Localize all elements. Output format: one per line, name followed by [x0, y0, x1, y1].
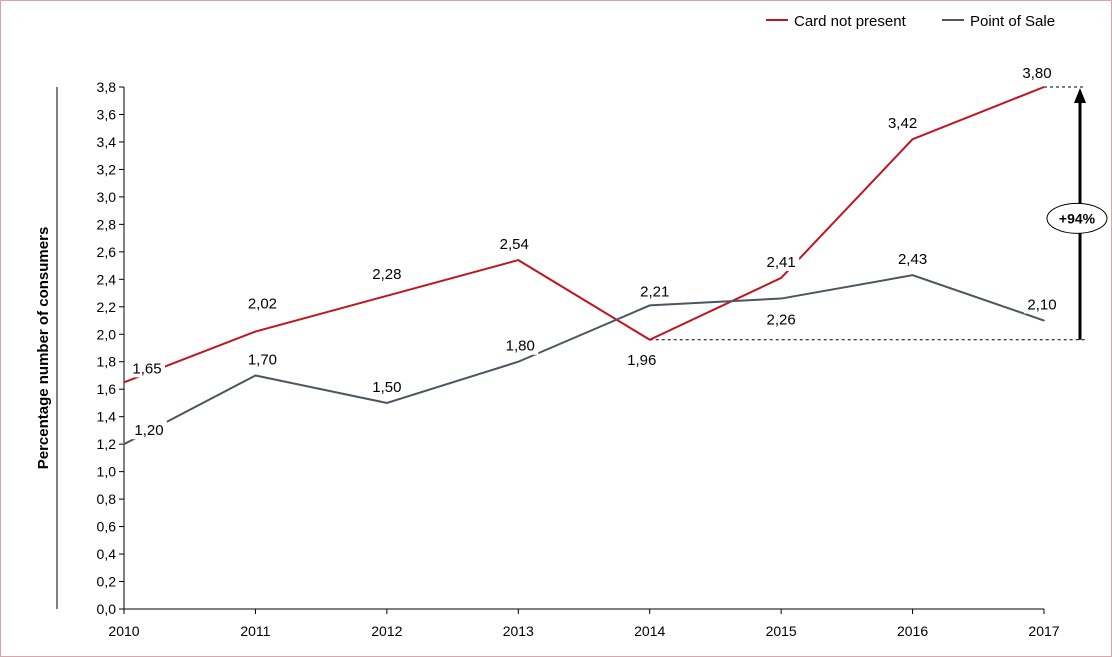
- y-axis: 0,0 0,2 0,4 0,6 0,8 1,0 1,2 1,4 1,6 1,8 2,0 2,2 2,4 2…: [56, 79, 125, 617]
- data-point: [254, 330, 257, 333]
- series-line: [123, 86, 1045, 384]
- x-tick-label: 2014: [634, 623, 665, 639]
- series-line: [123, 274, 1045, 446]
- legend: Card not present Point of Sale: [766, 13, 1055, 30]
- data-label: 2,43: [898, 251, 927, 268]
- data-point: [911, 138, 914, 140]
- data-point: [123, 381, 125, 384]
- y-tick-label: 1,0: [97, 464, 117, 480]
- x-tick-label: 2017: [1028, 623, 1059, 639]
- y-tick-label: 3,8: [97, 79, 117, 95]
- data-label-bg: [763, 252, 800, 271]
- data-label-bg: [244, 294, 281, 313]
- y-tick-label: 3,4: [97, 134, 117, 150]
- data-point: [254, 374, 257, 377]
- y-tick-label: 2,0: [97, 326, 117, 342]
- y-tick-label: 0,2: [97, 574, 117, 590]
- data-label-bg: [1024, 295, 1060, 314]
- y-tick-label: 3,0: [97, 189, 117, 205]
- data-label: 2,41: [767, 254, 796, 271]
- y-tick-label: 1,6: [97, 381, 117, 397]
- data-point: [517, 360, 520, 363]
- y-tick-label: 3,6: [97, 106, 117, 122]
- data-label-bg: [496, 235, 533, 254]
- data-point: [911, 274, 914, 276]
- y-tick-label: 0,4: [97, 546, 117, 562]
- y-tick-label: 3,2: [97, 161, 117, 177]
- data-label: 1,80: [506, 338, 535, 355]
- legend-label: Card not present: [794, 13, 907, 30]
- data-point: [386, 295, 388, 297]
- data-label-bg: [368, 377, 405, 396]
- data-point: [517, 259, 520, 261]
- x-axis: 2010 2011 2012 2013 2014 2015 2016 2017: [108, 608, 1060, 639]
- series-point-of-sale: 1,20 1,70 1,50 1,80 2,21 2,26 2,43 2,10: [123, 250, 1060, 446]
- legend-item: Point of Sale: [942, 13, 1055, 30]
- y-axis-title: Percentage number of consumers: [35, 227, 52, 470]
- x-tick-label: 2016: [897, 623, 928, 639]
- growth-arrow-head: [1074, 88, 1086, 103]
- y-tick-label: 0,8: [97, 491, 117, 507]
- series-card-not-present: 1,65 2,02 2,28 2,54 1,96 2,41 3,42 3,80: [123, 64, 1055, 384]
- data-label: 1,50: [372, 379, 401, 396]
- y-tick-label: 0,0: [97, 601, 117, 617]
- y-tick-label: 1,4: [97, 409, 117, 425]
- data-label: 1,96: [627, 352, 656, 369]
- data-label-bg: [244, 350, 281, 369]
- data-point: [780, 277, 782, 279]
- y-tick-label: 2,2: [97, 299, 117, 315]
- data-label: 2,28: [372, 266, 401, 283]
- data-label: 2,10: [1027, 297, 1056, 314]
- data-label-bg: [129, 359, 165, 378]
- data-label: 2,02: [248, 296, 277, 313]
- x-tick-label: 2010: [108, 623, 139, 639]
- data-label-bg: [502, 336, 539, 355]
- x-tick-label: 2013: [503, 623, 534, 639]
- y-tick-label: 2,4: [97, 271, 117, 287]
- data-label-bg: [884, 114, 921, 133]
- data-label: 3,42: [888, 115, 917, 132]
- legend-item: Card not present: [766, 13, 907, 30]
- y-tick-label: 2,8: [97, 216, 117, 232]
- data-label: 2,54: [500, 236, 529, 253]
- data-point: [648, 338, 651, 341]
- data-label-bg: [623, 350, 660, 369]
- data-label: 2,21: [640, 283, 669, 300]
- x-tick-label: 2015: [766, 623, 797, 639]
- x-tick-label: 2012: [371, 623, 402, 639]
- data-label: 2,26: [767, 312, 796, 329]
- y-tick-label: 2,6: [97, 244, 117, 260]
- data-point: [123, 443, 125, 445]
- data-label-bg: [131, 421, 167, 440]
- x-tick-label: 2011: [240, 623, 270, 639]
- data-label: 1,65: [132, 360, 161, 377]
- y-tick-label: 1,2: [97, 436, 117, 452]
- data-label-bg: [1019, 64, 1055, 82]
- series-layer: 1,65 2,02 2,28 2,54 1,96 2,41 3,42 3,80 1,20 1,70…: [123, 64, 1060, 446]
- data-point: [648, 304, 651, 307]
- data-point: [1043, 319, 1045, 322]
- data-point: [780, 297, 782, 300]
- data-point: [386, 402, 388, 404]
- data-label: 1,20: [134, 422, 163, 439]
- data-point: [1043, 86, 1045, 88]
- growth-annotation: +94%: [649, 86, 1108, 341]
- legend-label: Point of Sale: [970, 13, 1055, 30]
- y-tick-label: 0,6: [97, 519, 117, 535]
- growth-badge: [1046, 202, 1108, 234]
- growth-badge-label: +94%: [1059, 210, 1096, 226]
- data-label-bg: [763, 310, 800, 329]
- data-label: 1,70: [248, 351, 277, 368]
- data-label: 3,80: [1022, 65, 1051, 82]
- data-label-bg: [894, 250, 931, 269]
- y-tick-label: 1,8: [97, 354, 117, 370]
- data-label-bg: [368, 264, 405, 283]
- data-label-bg: [636, 282, 673, 301]
